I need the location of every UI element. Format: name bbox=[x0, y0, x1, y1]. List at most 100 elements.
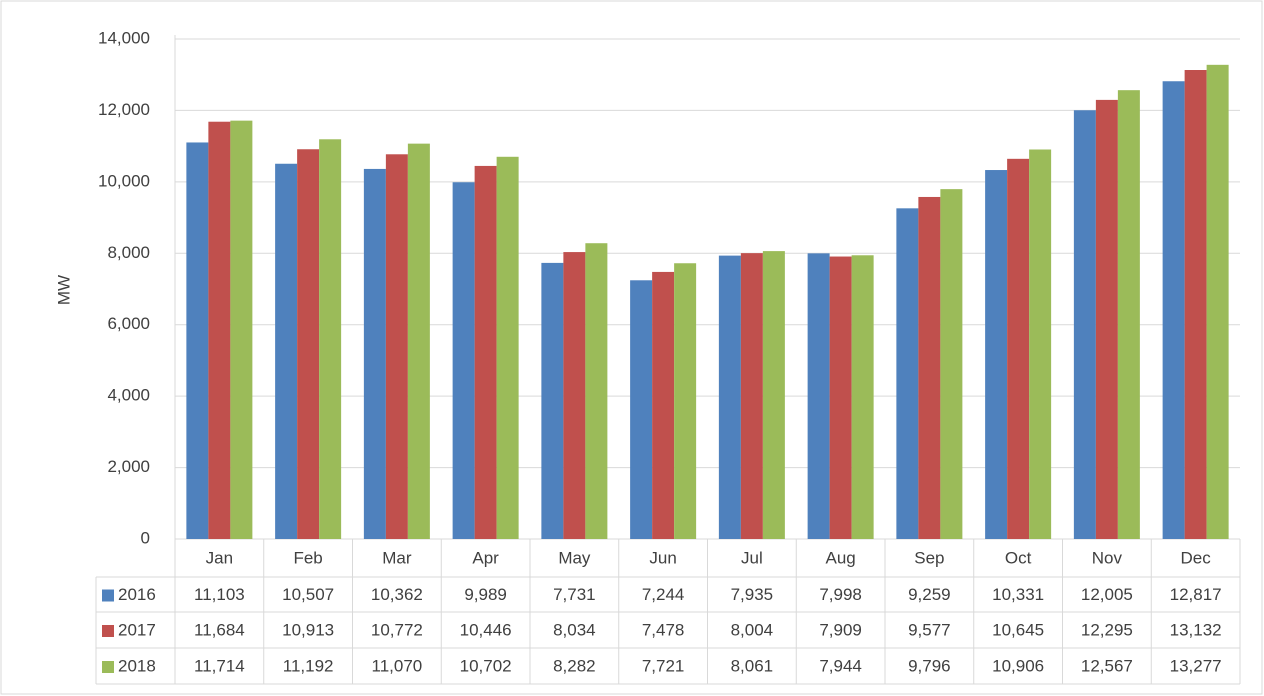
bar bbox=[1095, 99, 1118, 540]
bar bbox=[1117, 90, 1140, 539]
legend-label: 2016 bbox=[118, 585, 156, 604]
legend-label: 2017 bbox=[118, 620, 156, 639]
bar bbox=[1029, 149, 1052, 539]
bar bbox=[363, 168, 386, 539]
table-value: 8,004 bbox=[731, 620, 774, 639]
y-tick-label: 2,000 bbox=[107, 457, 150, 476]
table-value: 9,577 bbox=[908, 620, 951, 639]
bar bbox=[1073, 110, 1096, 539]
table-value: 8,282 bbox=[553, 656, 596, 675]
bar bbox=[230, 120, 253, 540]
bar bbox=[541, 262, 564, 539]
table-value: 9,989 bbox=[464, 585, 507, 604]
bar bbox=[1184, 70, 1207, 539]
x-tick-label: Jul bbox=[741, 548, 763, 567]
bar bbox=[829, 256, 852, 539]
table-value: 9,796 bbox=[908, 656, 951, 675]
x-tick-label: Jun bbox=[649, 548, 676, 567]
table-value: 10,913 bbox=[282, 620, 334, 639]
table-value: 7,478 bbox=[642, 620, 685, 639]
bar bbox=[563, 252, 586, 540]
bar bbox=[186, 142, 209, 539]
table-value: 11,684 bbox=[194, 620, 245, 639]
bar bbox=[385, 154, 408, 540]
x-tick-label: Mar bbox=[382, 548, 412, 567]
y-tick-label: 8,000 bbox=[107, 243, 150, 262]
table-value: 11,192 bbox=[283, 656, 334, 675]
table-value: 7,944 bbox=[819, 656, 862, 675]
table-value: 8,034 bbox=[553, 620, 596, 639]
x-tick-label: Dec bbox=[1181, 548, 1212, 567]
legend-swatch bbox=[102, 661, 114, 673]
legend-swatch bbox=[102, 589, 114, 602]
table-value: 12,005 bbox=[1081, 585, 1133, 604]
x-tick-label: Oct bbox=[1005, 548, 1032, 567]
table-value: 12,817 bbox=[1170, 585, 1222, 604]
table-value: 10,645 bbox=[992, 620, 1044, 639]
bar bbox=[407, 143, 430, 539]
bar bbox=[851, 255, 874, 540]
table-value: 10,446 bbox=[460, 620, 512, 639]
table-value: 12,295 bbox=[1081, 620, 1133, 639]
table-value: 11,714 bbox=[194, 656, 245, 675]
y-tick-label: 14,000 bbox=[98, 28, 150, 47]
bar bbox=[674, 263, 697, 539]
bar bbox=[940, 189, 963, 539]
bar bbox=[297, 149, 320, 539]
table-value: 7,909 bbox=[819, 620, 862, 639]
table-value: 10,507 bbox=[282, 585, 334, 604]
legend-swatch bbox=[102, 625, 114, 637]
bar bbox=[896, 208, 919, 540]
bar bbox=[1162, 81, 1185, 539]
x-tick-label: Sep bbox=[914, 548, 944, 567]
bar bbox=[985, 170, 1008, 540]
x-tick-label: Jan bbox=[206, 548, 233, 567]
bar bbox=[652, 271, 675, 539]
y-tick-label: 0 bbox=[141, 528, 150, 547]
table-value: 9,259 bbox=[908, 585, 951, 604]
bar bbox=[319, 139, 342, 540]
table-value: 11,070 bbox=[372, 656, 423, 675]
table-value: 10,362 bbox=[371, 585, 423, 604]
x-tick-label: Feb bbox=[293, 548, 322, 567]
table-value: 7,721 bbox=[642, 656, 685, 675]
table-value: 10,772 bbox=[371, 620, 423, 639]
x-tick-label: Apr bbox=[472, 548, 499, 567]
bar bbox=[585, 243, 608, 539]
legend-label: 2018 bbox=[118, 656, 156, 675]
bar bbox=[474, 165, 497, 539]
bar bbox=[918, 196, 941, 539]
bar bbox=[762, 251, 785, 539]
table-value: 7,731 bbox=[553, 585, 596, 604]
bar bbox=[718, 255, 741, 539]
table-value: 10,331 bbox=[992, 585, 1044, 604]
y-tick-label: 4,000 bbox=[107, 386, 150, 405]
bar bbox=[807, 253, 830, 539]
y-axis-label: MW bbox=[54, 275, 73, 305]
table-value: 7,935 bbox=[731, 585, 774, 604]
table-value: 13,132 bbox=[1170, 620, 1222, 639]
x-tick-label: Nov bbox=[1092, 548, 1123, 567]
bar bbox=[208, 121, 231, 539]
x-tick-label: Aug bbox=[826, 548, 856, 567]
table-value: 13,277 bbox=[1170, 656, 1222, 675]
bar bbox=[496, 156, 519, 540]
y-tick-label: 6,000 bbox=[107, 314, 150, 333]
bar bbox=[740, 253, 763, 539]
table-value: 11,103 bbox=[194, 585, 245, 604]
bar bbox=[1007, 158, 1030, 540]
table-value: 7,244 bbox=[642, 585, 685, 604]
table-value: 7,998 bbox=[819, 585, 862, 604]
x-tick-label: May bbox=[558, 548, 591, 567]
y-tick-label: 10,000 bbox=[98, 171, 150, 190]
table-value: 10,906 bbox=[992, 656, 1044, 675]
table-value: 8,061 bbox=[731, 656, 774, 675]
table-value: 12,567 bbox=[1081, 656, 1133, 675]
bar bbox=[630, 280, 653, 539]
table-value: 10,702 bbox=[460, 656, 512, 675]
bar bbox=[452, 182, 475, 539]
y-tick-label: 12,000 bbox=[98, 100, 150, 119]
bar bbox=[275, 163, 298, 539]
bar bbox=[1206, 64, 1229, 540]
